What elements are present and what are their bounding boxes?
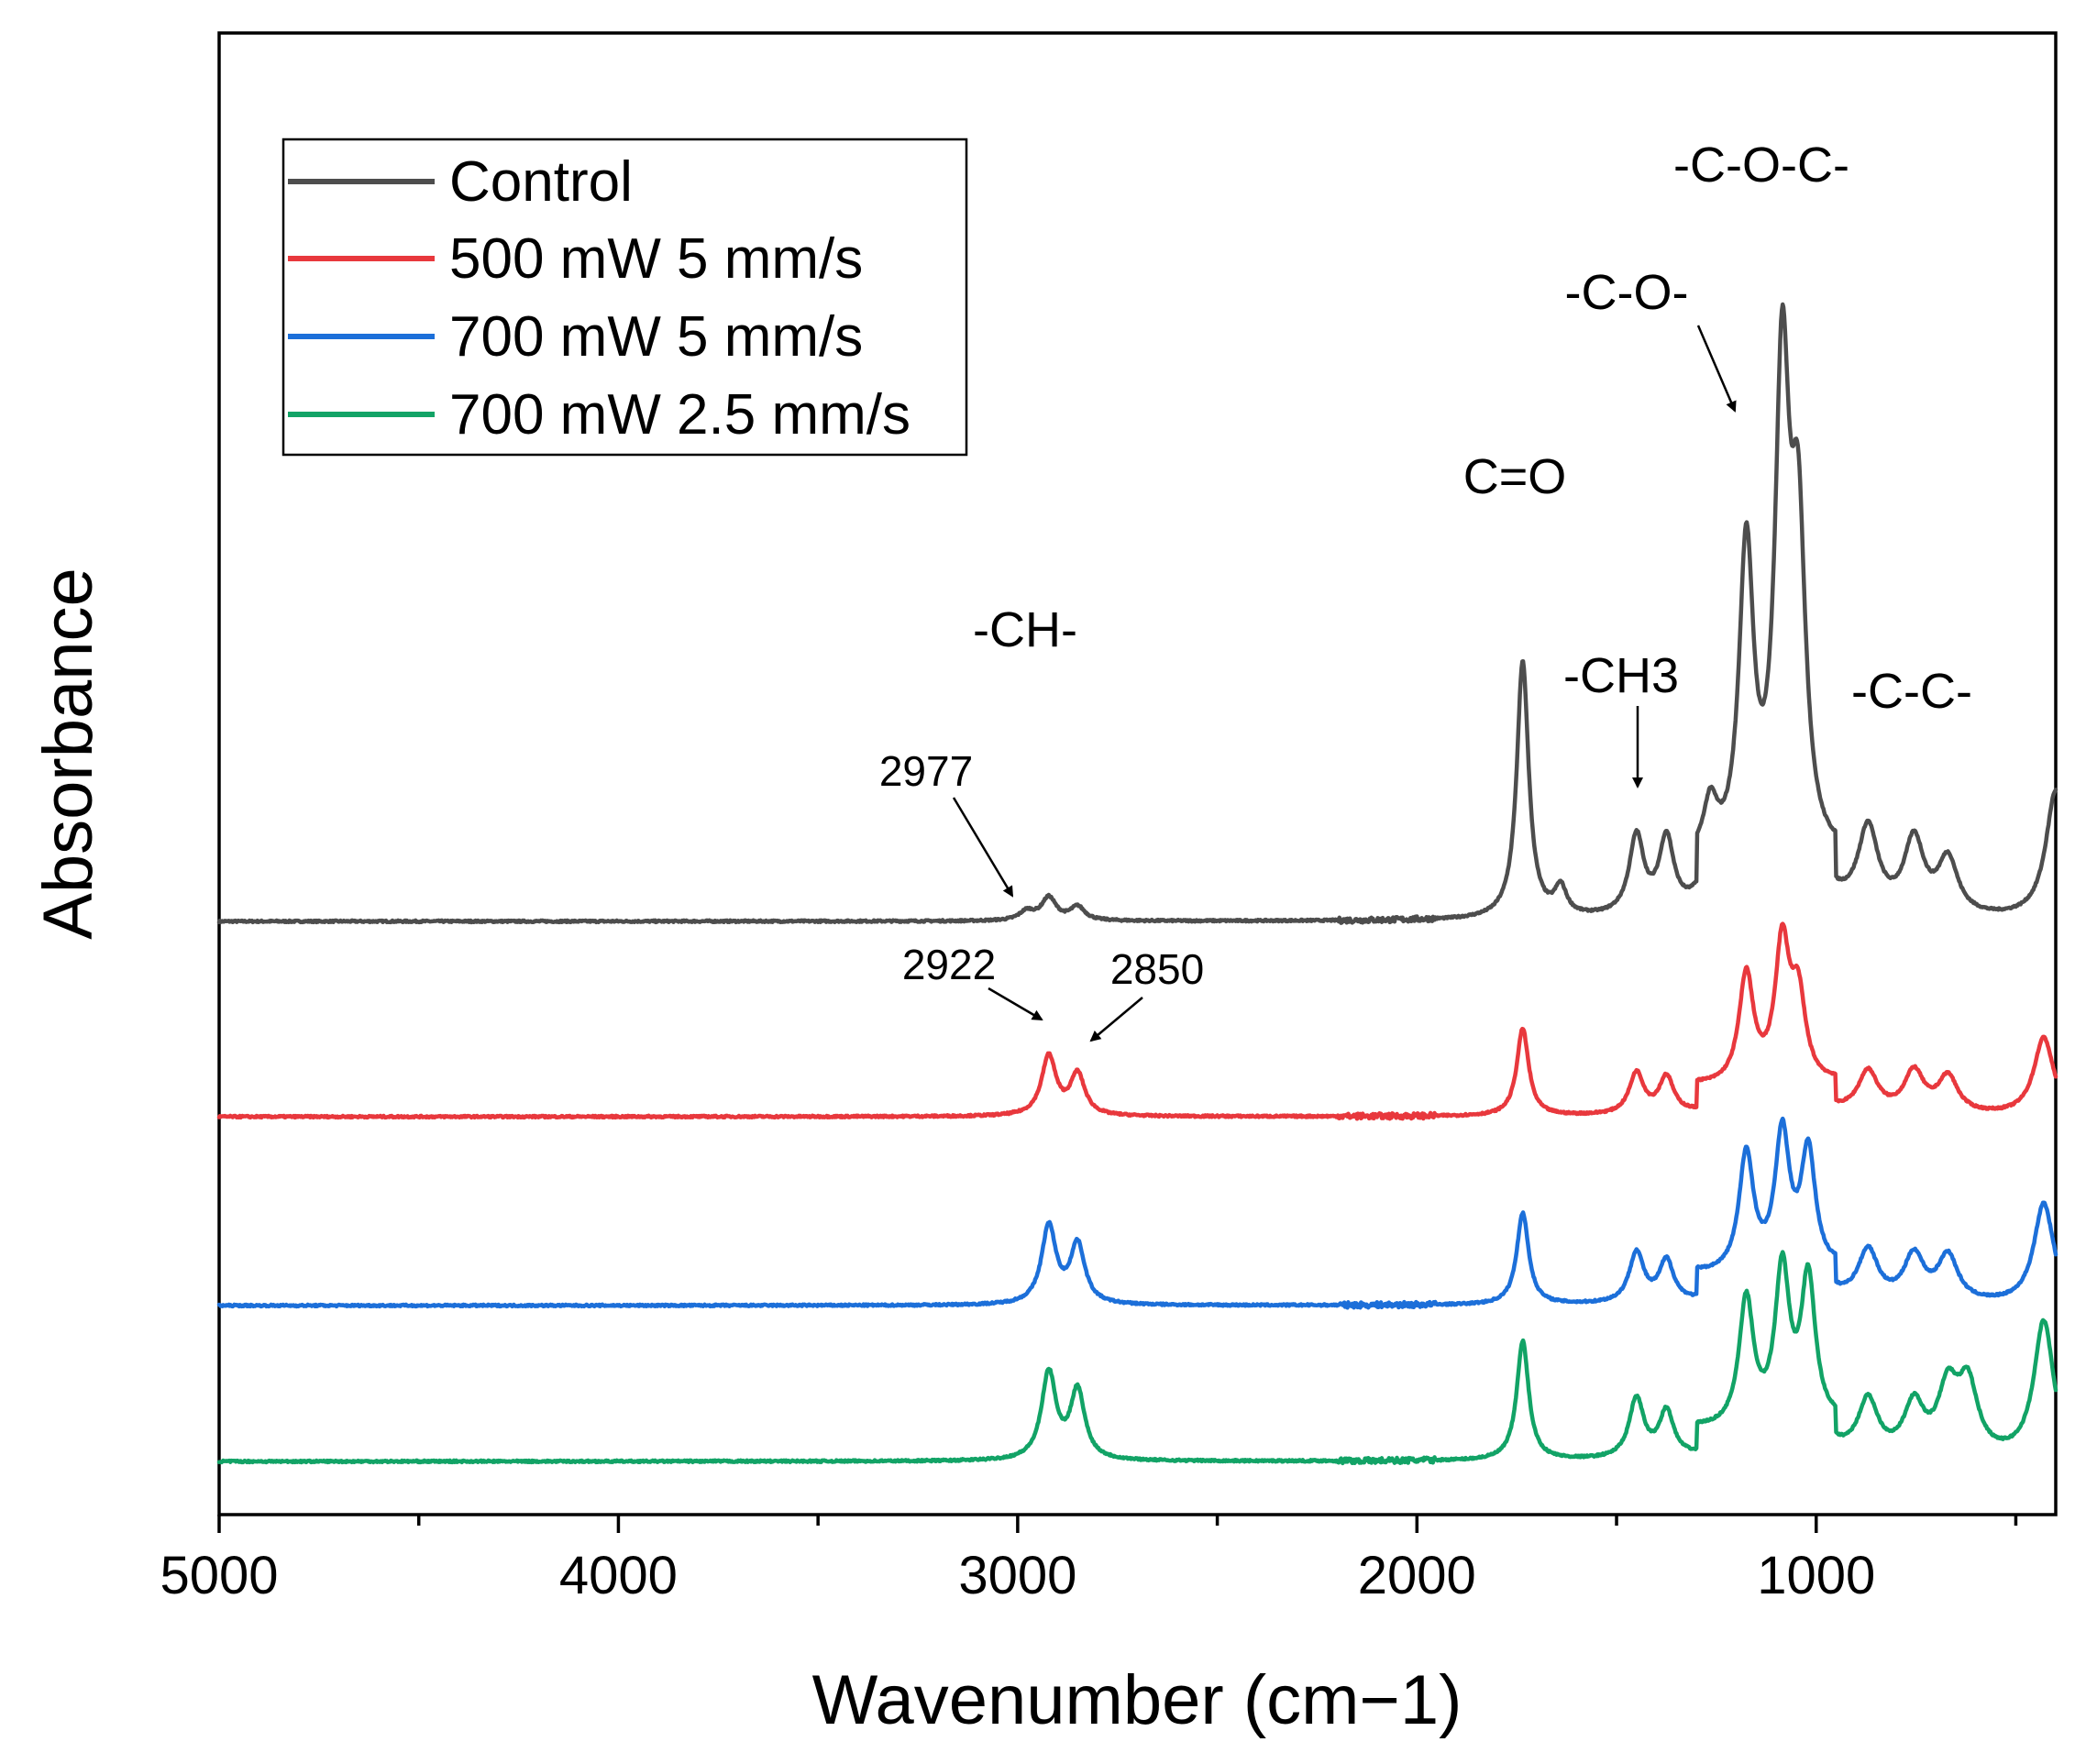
x-tick-label: 3000 — [958, 1546, 1076, 1605]
annotation-ch: -CH- — [973, 602, 1077, 657]
annotation-c-c: -C-C- — [1851, 664, 1972, 719]
y-axis-title: Absorbance — [29, 568, 107, 940]
legend-label-700mw-5mms: 700 mW 5 mm/s — [449, 305, 863, 369]
x-tick-label: 1000 — [1757, 1546, 1875, 1605]
series-line-control — [216, 302, 2058, 925]
annotations: -CH- C=O -CH3 -C-O- -C-O-C- -C-C- 2977 2… — [879, 138, 1972, 1042]
x-tick-label: 5000 — [160, 1546, 278, 1605]
annotation-c-o: -C-O- — [1565, 265, 1689, 320]
series-line-700mw-25mms — [216, 1250, 2058, 1466]
annotation-c-double-o: C=O — [1463, 449, 1567, 504]
plot-frame — [217, 31, 2058, 1516]
series-group — [216, 302, 2058, 1466]
annotation-2850: 2850 — [1110, 945, 1204, 993]
arrow-2977 — [952, 797, 1014, 898]
x-tick-label: 2000 — [1358, 1546, 1476, 1605]
legend-label-500mw-5mms: 500 mW 5 mm/s — [449, 227, 863, 291]
x-axis-ticks: 5000 4000 3000 2000 1000 — [160, 1515, 2018, 1605]
arrow-c-o — [1696, 325, 1737, 413]
arrow-2922 — [988, 987, 1043, 1021]
series-line-500mw-5mms — [216, 921, 2058, 1121]
x-axis-title: Wavenumber (cm−1) — [812, 1661, 1462, 1739]
legend-label-700mw-25mms: 700 mW 2.5 mm/s — [449, 383, 911, 447]
x-tick-label: 4000 — [559, 1546, 678, 1605]
annotation-2977: 2977 — [879, 747, 973, 795]
annotation-2922: 2922 — [902, 941, 996, 988]
series-line-700mw-5mms — [216, 1116, 2058, 1310]
legend: Control 500 mW 5 mm/s 700 mW 5 mm/s 700 … — [281, 138, 968, 457]
annotation-c-o-c: -C-O-C- — [1673, 138, 1849, 193]
annotation-ch3: -CH3 — [1563, 648, 1679, 703]
legend-label-control: Control — [449, 150, 633, 214]
arrow-2850 — [1089, 997, 1143, 1042]
legend-box — [281, 138, 968, 457]
